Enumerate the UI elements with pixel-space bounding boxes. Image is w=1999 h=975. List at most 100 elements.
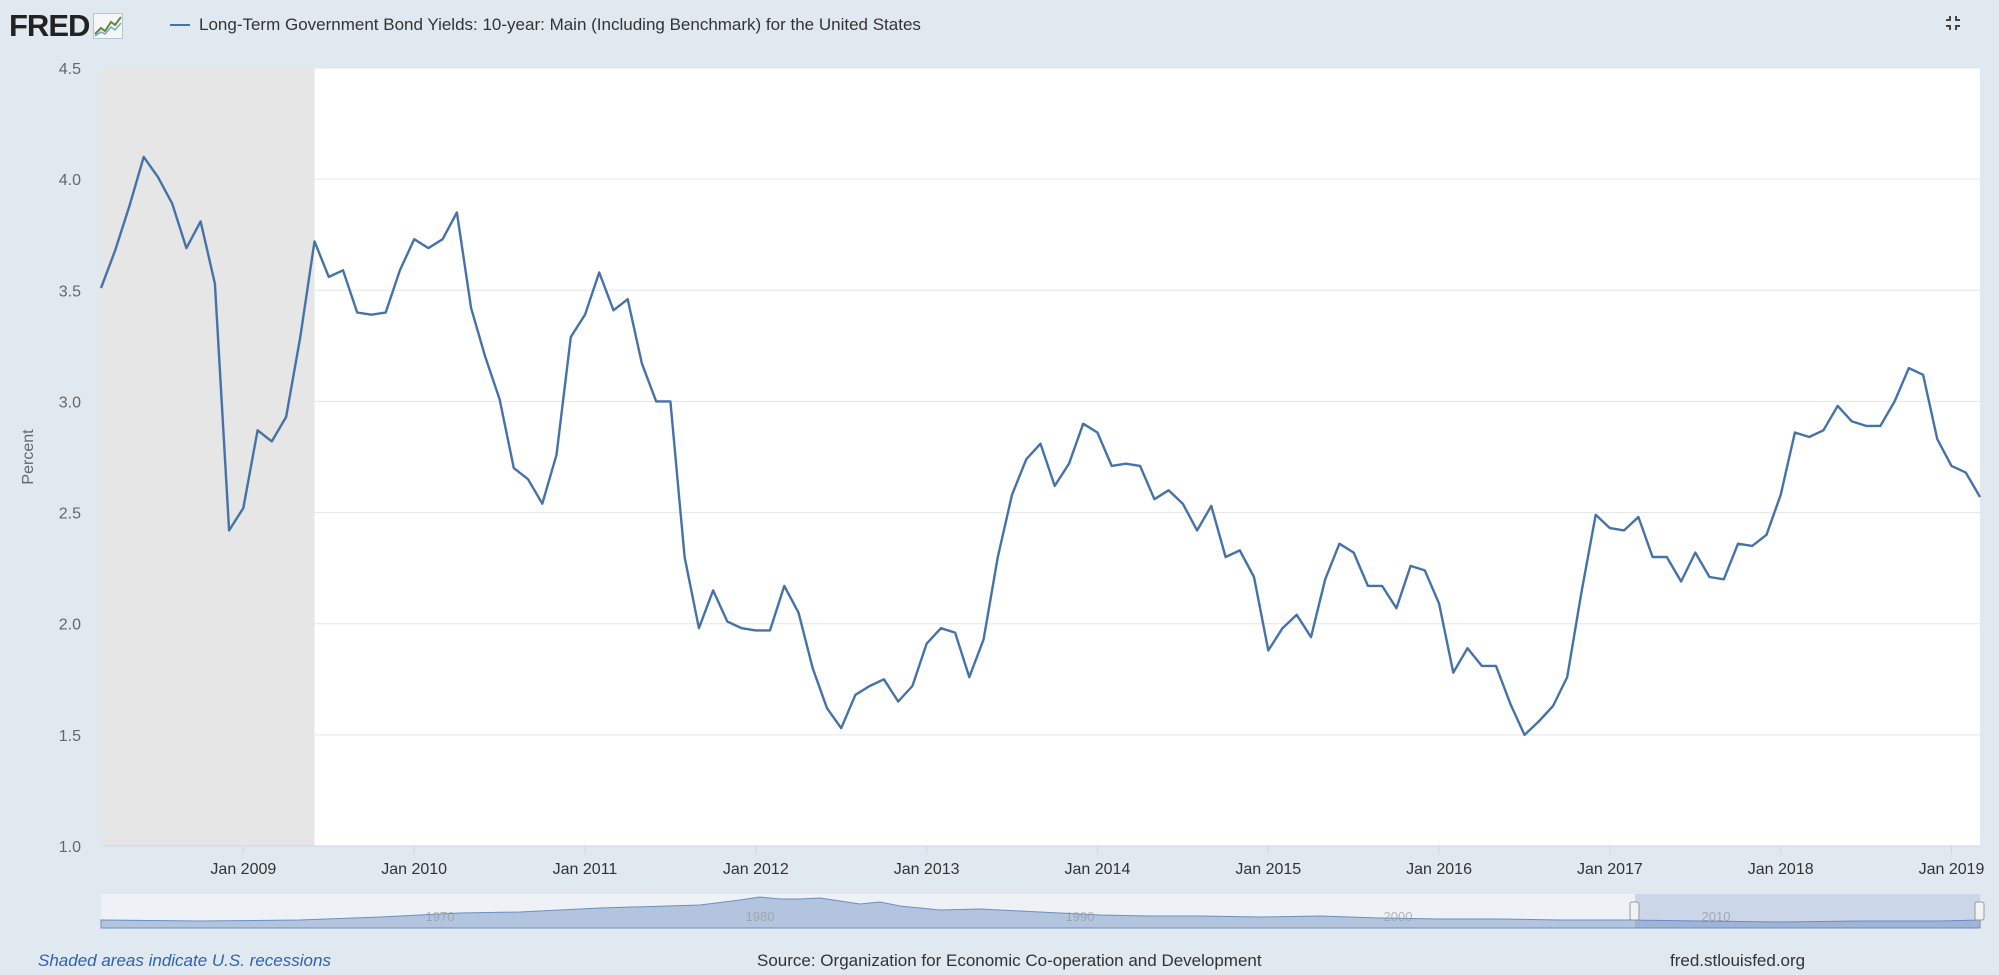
data-point[interactable]	[1836, 405, 1838, 407]
data-point[interactable]	[797, 611, 799, 613]
data-point[interactable]	[1965, 471, 1967, 473]
data-point[interactable]	[1025, 458, 1027, 460]
data-point[interactable]	[883, 678, 885, 680]
data-point[interactable]	[1623, 529, 1625, 531]
collapse-icon[interactable]	[1944, 14, 1962, 32]
data-point[interactable]	[598, 271, 600, 273]
data-point[interactable]	[940, 627, 942, 629]
data-point[interactable]	[285, 416, 287, 418]
series-line-0[interactable]	[99, 155, 1982, 737]
data-point[interactable]	[214, 282, 216, 284]
data-point[interactable]	[1267, 649, 1269, 651]
data-point[interactable]	[114, 249, 116, 251]
data-point[interactable]	[1281, 627, 1283, 629]
data-point[interactable]	[1310, 636, 1312, 638]
data-point[interactable]	[911, 685, 913, 687]
data-point[interactable]	[1224, 556, 1226, 558]
data-point[interactable]	[1096, 431, 1098, 433]
data-point[interactable]	[1210, 505, 1212, 507]
data-point[interactable]	[1950, 465, 1952, 467]
data-point[interactable]	[1068, 462, 1070, 464]
data-point[interactable]	[1338, 542, 1340, 544]
data-point[interactable]	[342, 269, 344, 271]
data-point[interactable]	[1296, 614, 1298, 616]
data-point[interactable]	[1680, 580, 1682, 582]
data-point[interactable]	[1452, 671, 1454, 673]
data-point[interactable]	[612, 309, 614, 311]
data-point[interactable]	[1139, 465, 1141, 467]
data-point[interactable]	[527, 478, 529, 480]
data-point[interactable]	[1395, 607, 1397, 609]
data-point[interactable]	[1609, 527, 1611, 529]
data-point[interactable]	[1253, 576, 1255, 578]
navigator-handle-left[interactable]	[1629, 901, 1640, 921]
data-point[interactable]	[1538, 720, 1540, 722]
data-point[interactable]	[1367, 585, 1369, 587]
data-point[interactable]	[698, 627, 700, 629]
data-point[interactable]	[413, 238, 415, 240]
data-point[interactable]	[541, 502, 543, 504]
data-point[interactable]	[185, 247, 187, 249]
data-point[interactable]	[1637, 516, 1639, 518]
data-point[interactable]	[1182, 502, 1184, 504]
data-point[interactable]	[313, 240, 315, 242]
data-point[interactable]	[1509, 703, 1511, 705]
range-navigator[interactable]: 1970 1980 1990 2000 2010	[100, 894, 1985, 929]
data-point[interactable]	[199, 220, 201, 222]
data-point[interactable]	[1552, 705, 1554, 707]
data-point[interactable]	[1466, 647, 1468, 649]
fred-logo[interactable]: FRED	[9, 8, 124, 44]
data-point[interactable]	[840, 727, 842, 729]
data-point[interactable]	[1481, 665, 1483, 667]
recession-note[interactable]: Shaded areas indicate U.S. recessions	[38, 951, 331, 970]
data-point[interactable]	[1523, 734, 1525, 736]
data-point[interactable]	[655, 400, 657, 402]
data-point[interactable]	[456, 211, 458, 213]
data-point[interactable]	[470, 307, 472, 309]
data-point[interactable]	[1751, 545, 1753, 547]
data-point[interactable]	[1780, 494, 1782, 496]
data-point[interactable]	[769, 629, 771, 631]
data-point[interactable]	[626, 298, 628, 300]
data-point[interactable]	[1794, 431, 1796, 433]
data-point[interactable]	[1409, 565, 1411, 567]
data-point[interactable]	[1808, 436, 1810, 438]
data-point[interactable]	[1125, 462, 1127, 464]
data-point[interactable]	[570, 336, 572, 338]
data-point[interactable]	[1723, 578, 1725, 580]
data-point[interactable]	[242, 507, 244, 509]
data-point[interactable]	[897, 700, 899, 702]
data-point[interactable]	[954, 631, 956, 633]
data-point[interactable]	[1352, 551, 1354, 553]
data-point[interactable]	[1908, 367, 1910, 369]
data-point[interactable]	[1153, 498, 1155, 500]
data-point[interactable]	[826, 707, 828, 709]
data-point[interactable]	[726, 620, 728, 622]
data-point[interactable]	[299, 336, 301, 338]
data-point[interactable]	[1424, 569, 1426, 571]
data-point[interactable]	[1110, 465, 1112, 467]
data-point[interactable]	[399, 269, 401, 271]
data-point[interactable]	[584, 314, 586, 316]
data-point[interactable]	[1865, 425, 1867, 427]
data-point[interactable]	[641, 362, 643, 364]
data-point[interactable]	[1979, 496, 1981, 498]
data-point[interactable]	[441, 238, 443, 240]
data-point[interactable]	[143, 156, 145, 158]
navigator-selection[interactable]	[1635, 894, 1980, 928]
data-point[interactable]	[1580, 591, 1582, 593]
data-point[interactable]	[228, 529, 230, 531]
data-point[interactable]	[1666, 556, 1668, 558]
data-point[interactable]	[669, 400, 671, 402]
data-point[interactable]	[1438, 603, 1440, 605]
data-point[interactable]	[171, 202, 173, 204]
data-point[interactable]	[1495, 665, 1497, 667]
data-point[interactable]	[498, 398, 500, 400]
data-point[interactable]	[1765, 534, 1767, 536]
site-link[interactable]: fred.stlouisfed.org	[1670, 951, 1806, 970]
data-point[interactable]	[997, 556, 999, 558]
data-point[interactable]	[1011, 494, 1013, 496]
data-point[interactable]	[1708, 576, 1710, 578]
data-point[interactable]	[968, 676, 970, 678]
data-point[interactable]	[555, 454, 557, 456]
